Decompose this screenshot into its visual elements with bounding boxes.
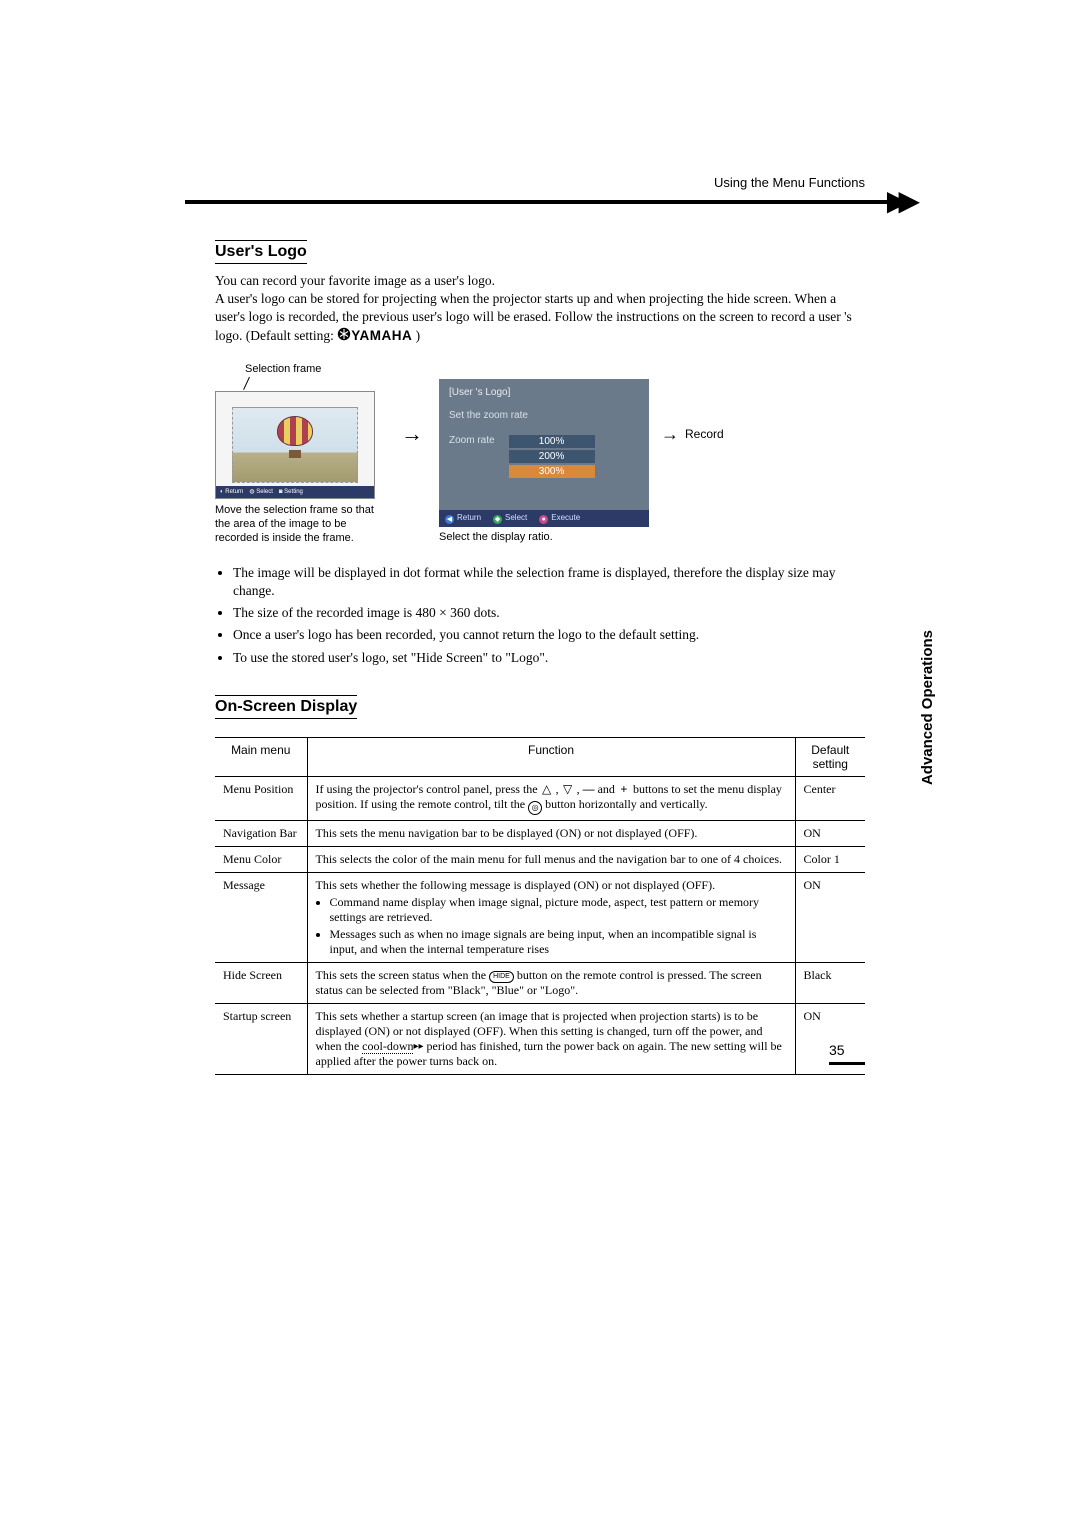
cell-default: Color 1 [795, 846, 865, 872]
cell-main: Message [215, 872, 307, 962]
brand-mark-icon [337, 327, 351, 345]
table-row: Hide ScreenThis sets the screen status w… [215, 962, 865, 1003]
cell-function: This sets whether a startup screen (an i… [307, 1003, 795, 1074]
note-item: The image will be displayed in dot forma… [233, 564, 865, 600]
note-item: To use the stored user's logo, set "Hide… [233, 649, 865, 667]
zoom-panel-title: [User 's Logo] [449, 387, 639, 398]
selection-screenshot: ◐ Return◍ Select◙ Setting [215, 391, 375, 499]
cell-main: Startup screen [215, 1003, 307, 1074]
cell-function: If using the projector's control panel, … [307, 776, 795, 820]
figure-row: Selection frame ◐ Return◍ Select◙ Settin… [215, 363, 865, 546]
zoom-panel-footer: ◀Return ◆Select ●Execute [439, 510, 649, 527]
cell-function: This selects the color of the main menu … [307, 846, 795, 872]
cell-default: Black [795, 962, 865, 1003]
col-main-menu: Main menu [215, 737, 307, 776]
col-default: Default setting [795, 737, 865, 776]
zoom-option-200[interactable]: 200% [509, 450, 595, 463]
intro-paragraph-2: A user's logo can be stored for projecti… [215, 290, 865, 345]
cell-function: This sets the menu navigation bar to be … [307, 820, 795, 846]
footer-select: Select [505, 513, 527, 522]
leader-line [243, 377, 250, 390]
cell-main: Menu Color [215, 846, 307, 872]
intro-2b: ) [412, 328, 420, 343]
cell-function: This sets the screen status when the HID… [307, 962, 795, 1003]
glossary-link-icon: ▸▸ [413, 1041, 423, 1052]
breadcrumb: Using the Menu Functions [714, 175, 865, 190]
selection-frame-label: Selection frame [245, 363, 385, 375]
zoom-rate-panel: [User 's Logo] Set the zoom rate Zoom ra… [439, 379, 649, 527]
section-title-osd: On-Screen Display [215, 695, 357, 719]
zoom-option-300[interactable]: 300% [509, 465, 595, 478]
header-arrow-icon: ▶▶ [887, 184, 910, 218]
table-row: Navigation BarThis sets the menu navigat… [215, 820, 865, 846]
cell-default: ON [795, 820, 865, 846]
arrow-right-icon: → [401, 421, 423, 447]
cell-default: Center [795, 776, 865, 820]
table-row: MessageThis sets whether the following m… [215, 872, 865, 962]
hide-button-icon: HIDE [489, 971, 514, 983]
cell-main: Hide Screen [215, 962, 307, 1003]
record-label: Record [685, 427, 724, 441]
zoom-rate-options: 100% 200% 300% [509, 435, 595, 478]
cell-default: ON [795, 872, 865, 962]
selection-dashed-frame [232, 407, 358, 483]
note-item: The size of the recorded image is 480 × … [233, 604, 865, 622]
brand-word: YAMAHA [351, 328, 412, 343]
zoom-rate-label: Zoom rate [449, 435, 495, 446]
arrow-right-icon: → [661, 424, 679, 445]
figure-caption-1: Move the selection frame so that the are… [215, 503, 385, 546]
cell-main: Menu Position [215, 776, 307, 820]
side-tab-label: Advanced Operations [919, 630, 936, 785]
cell-function: This sets whether the following message … [307, 872, 795, 962]
footer-return: Return [457, 513, 481, 522]
osd-table: Main menu Function Default setting Menu … [215, 737, 865, 1075]
figure-caption-2: Select the display ratio. [439, 531, 649, 543]
table-row: Menu PositionIf using the projector's co… [215, 776, 865, 820]
zoom-option-100[interactable]: 100% [509, 435, 595, 448]
section-title-users-logo: User's Logo [215, 240, 307, 264]
intro-paragraph-1: You can record your favorite image as a … [215, 272, 865, 290]
page-number-rule [829, 1062, 865, 1065]
page-number-value: 35 [829, 1042, 845, 1058]
cell-main: Navigation Bar [215, 820, 307, 846]
selection-footer-bar: ◐ Return◍ Select◙ Setting [216, 486, 374, 498]
col-function: Function [307, 737, 795, 776]
header-rule [185, 200, 895, 204]
table-row: Menu ColorThis selects the color of the … [215, 846, 865, 872]
zoom-panel-subtitle: Set the zoom rate [449, 410, 639, 421]
balloon-illustration [277, 416, 313, 460]
intro-2a: A user's logo can be stored for projecti… [215, 291, 852, 342]
page-number: 35 [829, 1042, 865, 1065]
tilt-button-icon: ◎ [528, 801, 542, 815]
table-row: Startup screenThis sets whether a startu… [215, 1003, 865, 1074]
footer-execute: Execute [551, 513, 580, 522]
note-item: Once a user's logo has been recorded, yo… [233, 626, 865, 644]
record-indicator: → Record [661, 424, 724, 445]
page-content: Using the Menu Functions ▶▶ User's Logo … [215, 180, 865, 1075]
notes-list: The image will be displayed in dot forma… [233, 564, 865, 667]
